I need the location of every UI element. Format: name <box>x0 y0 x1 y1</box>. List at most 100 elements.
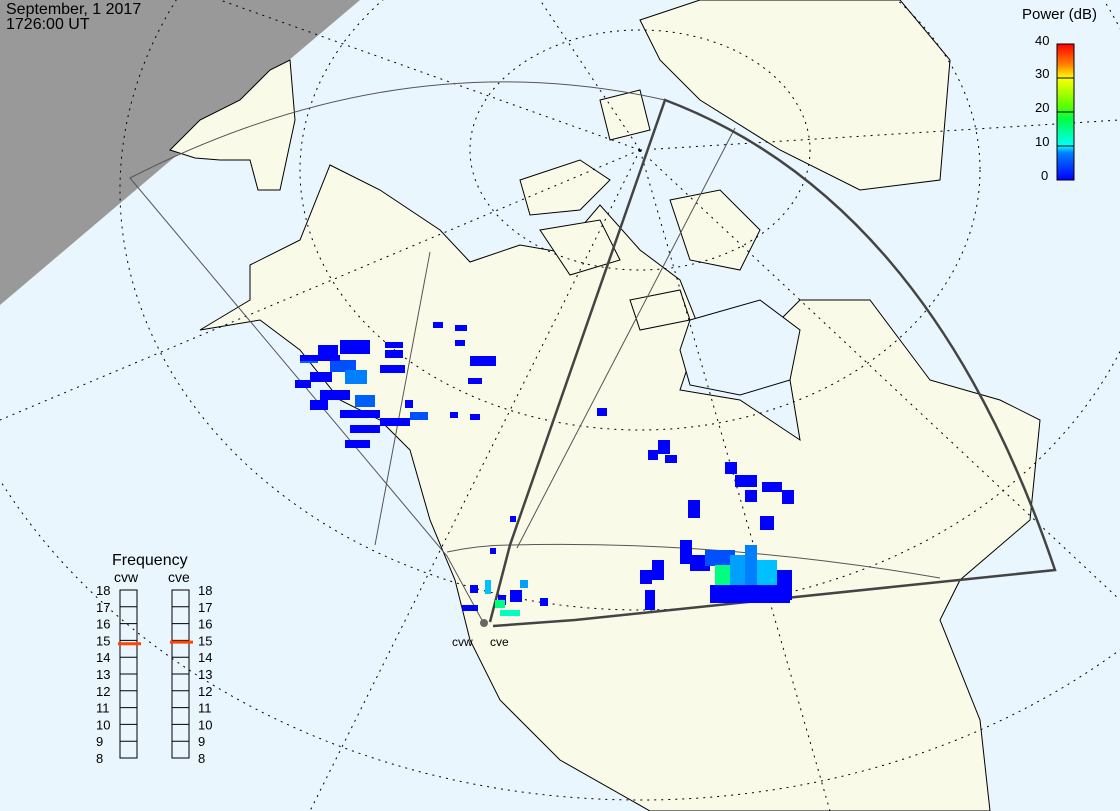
echo-cell <box>330 360 356 372</box>
frequency-tick: 11 <box>198 701 212 716</box>
siberia-land <box>169 59 296 191</box>
echo-cell <box>450 412 458 418</box>
echo-cell <box>597 408 607 416</box>
echo-cell <box>470 414 480 420</box>
echo-cell <box>762 482 782 492</box>
echo-cell <box>468 378 482 384</box>
frequency-panel: Frequency cvw cve 1817161514131211109818… <box>96 552 212 766</box>
echo-cell <box>310 400 328 410</box>
frequency-tick: 11 <box>96 701 110 716</box>
time-label: 1726:00 UT <box>6 16 90 33</box>
echo-cell <box>345 440 370 448</box>
echo-cell <box>665 455 677 463</box>
echo-cell <box>355 395 375 407</box>
echo-cell <box>648 450 658 460</box>
north-america-land <box>199 164 1041 811</box>
echo-cell <box>658 440 670 454</box>
echo-cell <box>510 516 516 522</box>
echo-cell <box>485 580 491 594</box>
frequency-tick: 12 <box>198 684 212 699</box>
frequency-tick: 15 <box>96 633 110 648</box>
power-tick: 40 <box>1035 33 1049 48</box>
echo-cell <box>310 372 332 382</box>
echo-cell <box>345 370 367 384</box>
echo-cell <box>735 475 757 487</box>
frequency-tick: 9 <box>96 734 103 749</box>
echo-cell <box>320 390 350 400</box>
power-tick: 30 <box>1035 66 1049 81</box>
echo-cell <box>380 418 410 426</box>
echo-cell <box>500 610 520 616</box>
cve-fan-outline <box>488 98 1057 628</box>
cvw-fan-outline <box>129 81 941 623</box>
power-title: Power (dB) <box>1022 6 1097 23</box>
echo-cell <box>462 605 478 611</box>
echo-cell <box>340 340 370 354</box>
frequency-tick: 14 <box>198 650 212 665</box>
power-tick: 0 <box>1041 168 1048 183</box>
echo-cell <box>645 590 655 610</box>
frequency-tick: 18 <box>198 583 212 598</box>
hudson-bay <box>679 299 801 396</box>
echo-cell <box>705 550 735 566</box>
frequency-tick: 10 <box>198 717 212 732</box>
echo-cell <box>725 462 737 474</box>
arctic-island <box>599 89 651 141</box>
power-colorbar: Power (dB) 0 10 20 30 40 <box>1022 6 1097 183</box>
echo-cell <box>470 356 496 366</box>
arctic-island <box>669 189 761 271</box>
arctic-island <box>629 289 691 331</box>
frequency-tick: 18 <box>96 583 110 598</box>
frequency-tick: 17 <box>198 600 212 615</box>
echo-cell <box>680 540 692 564</box>
echo-cell <box>385 342 403 348</box>
echo-cell <box>470 585 478 593</box>
echo-cell <box>385 350 403 358</box>
greenland-land <box>639 0 951 191</box>
echo-cell <box>640 570 652 584</box>
echo-cell <box>510 590 522 602</box>
frequency-tick: 16 <box>198 617 212 632</box>
echo-cell <box>540 598 548 606</box>
land-masses <box>169 0 1041 811</box>
echo-cell <box>318 345 338 355</box>
echo-cell <box>745 545 757 595</box>
echo-cell <box>350 425 380 433</box>
echo-cell <box>652 560 664 580</box>
echo-cell <box>410 412 428 420</box>
frequency-tick: 16 <box>96 617 110 632</box>
frequency-title: Frequency <box>112 552 188 569</box>
radar-echoes <box>295 322 794 616</box>
radar-site-label-cvw: cvw <box>452 635 473 649</box>
echo-cell <box>380 365 405 373</box>
echo-cell <box>455 325 467 331</box>
frequency-tick: 13 <box>96 667 110 682</box>
frequency-radar-cvw: cvw <box>114 569 139 585</box>
echo-cell <box>495 600 505 608</box>
frequency-tick: 13 <box>198 667 212 682</box>
radar-site-label-cve: cve <box>490 635 509 649</box>
arctic-island <box>539 219 621 276</box>
echo-cell <box>520 580 528 588</box>
echo-cell <box>433 322 443 328</box>
echo-cell <box>340 410 380 418</box>
power-tick: 10 <box>1035 134 1049 149</box>
date-label: September, 1 2017 <box>6 1 142 18</box>
frequency-tick: 8 <box>198 751 205 766</box>
frequency-tick: 15 <box>198 633 212 648</box>
echo-cell <box>745 490 757 502</box>
frequency-tick: 14 <box>96 650 110 665</box>
echo-cell <box>455 340 465 346</box>
frequency-tick: 10 <box>96 717 110 732</box>
frequency-tick: 12 <box>96 684 110 699</box>
power-tick: 20 <box>1035 100 1049 115</box>
frequency-tick: 9 <box>198 734 205 749</box>
frequency-tick: 17 <box>96 600 110 615</box>
echo-cell <box>490 548 496 554</box>
echo-cell <box>688 500 700 518</box>
echo-cell <box>782 490 794 504</box>
frequency-tick: 8 <box>96 751 103 766</box>
echo-cell <box>760 516 774 530</box>
echo-cell <box>295 380 311 388</box>
